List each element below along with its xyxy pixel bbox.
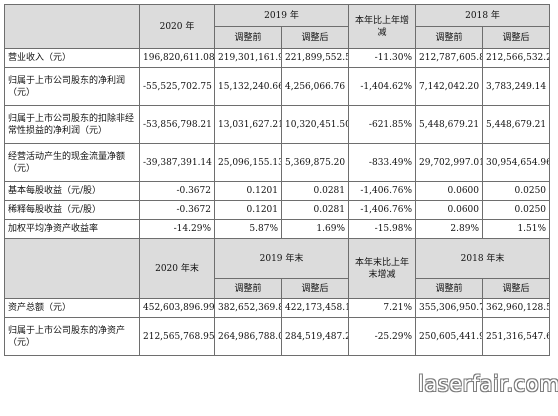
header-2018-after: 调整后: [482, 26, 551, 49]
header-row-years-end: 2020 年末 2019 年末 本年末比上年末增减 2018 年末: [4, 238, 551, 299]
cell-2018-before: 2.89%: [415, 219, 484, 239]
watermark: laserfair.com: [418, 372, 558, 396]
header-row-years: 2020 年 2019 年 本年比上年增减 2018 年: [4, 4, 551, 49]
cell-change: 7.21%: [348, 298, 417, 318]
cell-2018-before: 355,306,950.77: [415, 298, 484, 318]
header-2018: 2018 年: [415, 4, 551, 27]
table-row: 经营活动产生的现金流量净额（元） -39,387,391.14 25,096,1…: [4, 143, 551, 182]
table-row: 归属于上市公司股东的扣除非经常性损益的净利润（元） -53,856,798.21…: [4, 105, 551, 144]
cell-2018-after: 5,448,679.21: [482, 105, 551, 144]
row-label: 稀释每股收益（元/股）: [4, 200, 140, 220]
cell-2020: -55,525,702.75: [139, 67, 215, 106]
cell-2020: 196,820,611.08: [139, 48, 215, 68]
header-2020: 2020 年: [139, 4, 215, 49]
cell-2019-before: 5.87%: [214, 219, 282, 239]
table-row: 资产总额（元） 452,603,896.99 382,652,369.80 42…: [4, 298, 551, 318]
cell-2018-after: 362,960,128.53: [482, 298, 551, 318]
cell-2020: 452,603,896.99: [139, 298, 215, 318]
cell-2019-after: 0.0281: [280, 200, 350, 220]
row-label: 经营活动产生的现金流量净额（元）: [4, 143, 140, 182]
cell-2019-after: 284,519,487.25: [280, 317, 350, 356]
cell-2018-after: 30,954,654.96: [482, 143, 551, 182]
table-row: 基本每股收益（元/股） -0.3672 0.1201 0.0281 -1,406…: [4, 181, 551, 201]
cell-2019-before: 25,096,155.13: [214, 143, 282, 182]
table-row: 加权平均净资产收益率 -14.29% 5.87% 1.69% -15.98% 2…: [4, 219, 551, 239]
header-2019-end: 2019 年末: [213, 238, 350, 279]
cell-2019-before: 219,301,161.94: [214, 48, 282, 68]
header-2018-before: 调整前: [415, 26, 484, 49]
cell-2018-after: 251,316,547.60: [482, 317, 551, 356]
header-2019-before: 调整前: [214, 26, 282, 49]
cell-2020: 212,565,768.95: [139, 317, 215, 356]
cell-change: -25.29%: [348, 317, 417, 356]
cell-2018-before: 0.0600: [415, 181, 484, 201]
row-label: 归属于上市公司股东的净资产（元）: [4, 317, 140, 356]
table-row: 归属于上市公司股东的净资产（元） 212,565,768.95 264,986,…: [4, 317, 551, 356]
cell-2019-before: 382,652,369.80: [214, 298, 282, 318]
cell-2019-after: 422,173,458.18: [280, 298, 350, 318]
cell-2018-before: 0.0600: [415, 200, 484, 220]
cell-2020: -53,856,798.21: [139, 105, 215, 144]
cell-2019-before: 13,031,627.21: [214, 105, 282, 144]
cell-2018-after: 0.0250: [482, 200, 551, 220]
header-corner: [4, 4, 140, 49]
row-label: 归属于上市公司股东的净利润（元）: [4, 67, 140, 106]
cell-2019-after: 10,320,451.50: [280, 105, 350, 144]
cell-2019-after: 5,369,875.20: [280, 143, 350, 182]
header-2019-after: 调整后: [280, 26, 350, 49]
header-2019-end-after: 调整后: [280, 278, 350, 299]
cell-2020: -0.3672: [139, 200, 215, 220]
cell-2020: -39,387,391.14: [139, 143, 215, 182]
header-2018-end: 2018 年末: [415, 238, 551, 279]
header-change: 本年比上年增减: [348, 4, 417, 49]
header-2018-end-before: 调整前: [415, 278, 484, 299]
cell-2019-before: 0.1201: [214, 200, 282, 220]
cell-change: -1,406.76%: [348, 200, 417, 220]
cell-2018-before: 212,787,605.82: [415, 48, 484, 68]
table-row: 归属于上市公司股东的净利润（元） -55,525,702.75 15,132,2…: [4, 67, 551, 106]
cell-2018-after: 1.51%: [482, 219, 551, 239]
cell-change: -1,406.76%: [348, 181, 417, 201]
cell-2019-after: 221,899,552.58: [280, 48, 350, 68]
cell-change: -1,404.62%: [348, 67, 417, 106]
header-2019-end-before: 调整前: [214, 278, 282, 299]
table-row: 营业收入（元） 196,820,611.08 219,301,161.94 22…: [4, 48, 551, 68]
cell-2018-after: 3,783,249.14: [482, 67, 551, 106]
row-label: 资产总额（元）: [4, 298, 140, 318]
row-label: 加权平均净资产收益率: [4, 219, 140, 239]
cell-2019-after: 0.0281: [280, 181, 350, 201]
header-corner-end: [4, 238, 140, 299]
row-label: 基本每股收益（元/股）: [4, 181, 140, 201]
cell-change: -11.30%: [348, 48, 417, 68]
table-row: 稀释每股收益（元/股） -0.3672 0.1201 0.0281 -1,406…: [4, 200, 551, 220]
row-label: 归属于上市公司股东的扣除非经常性损益的净利润（元）: [4, 105, 140, 144]
cell-2019-before: 264,986,788.00: [214, 317, 282, 356]
cell-2018-before: 5,448,679.21: [415, 105, 484, 144]
cell-change: -621.85%: [348, 105, 417, 144]
cell-2019-after: 1.69%: [280, 219, 350, 239]
header-2018-end-after: 调整后: [482, 278, 551, 299]
cell-2019-after: 4,256,066.76: [280, 67, 350, 106]
cell-2019-before: 15,132,240.66: [214, 67, 282, 106]
cell-2020: -14.29%: [139, 219, 215, 239]
header-row-adjust-end: 调整前 调整后 调整前 调整后: [5, 278, 551, 299]
cell-2018-after: 0.0250: [482, 181, 551, 201]
financial-indicators-table: 2020 年 2019 年 本年比上年增减 2018 年 调整前 调整后 调整前…: [4, 4, 551, 356]
header-2019: 2019 年: [213, 4, 350, 27]
cell-2018-after: 212,566,532.23: [482, 48, 551, 68]
cell-2018-before: 250,605,441.91: [415, 317, 484, 356]
cell-2020: -0.3672: [139, 181, 215, 201]
header-change-end: 本年末比上年末增减: [348, 238, 417, 299]
header-2020-end: 2020 年末: [139, 238, 215, 299]
cell-change: -15.98%: [348, 219, 417, 239]
row-label: 营业收入（元）: [4, 48, 140, 68]
cell-2018-before: 7,142,042.20: [415, 67, 484, 106]
cell-2019-before: 0.1201: [214, 181, 282, 201]
cell-change: -833.49%: [348, 143, 417, 182]
cell-2018-before: 29,702,997.01: [415, 143, 484, 182]
